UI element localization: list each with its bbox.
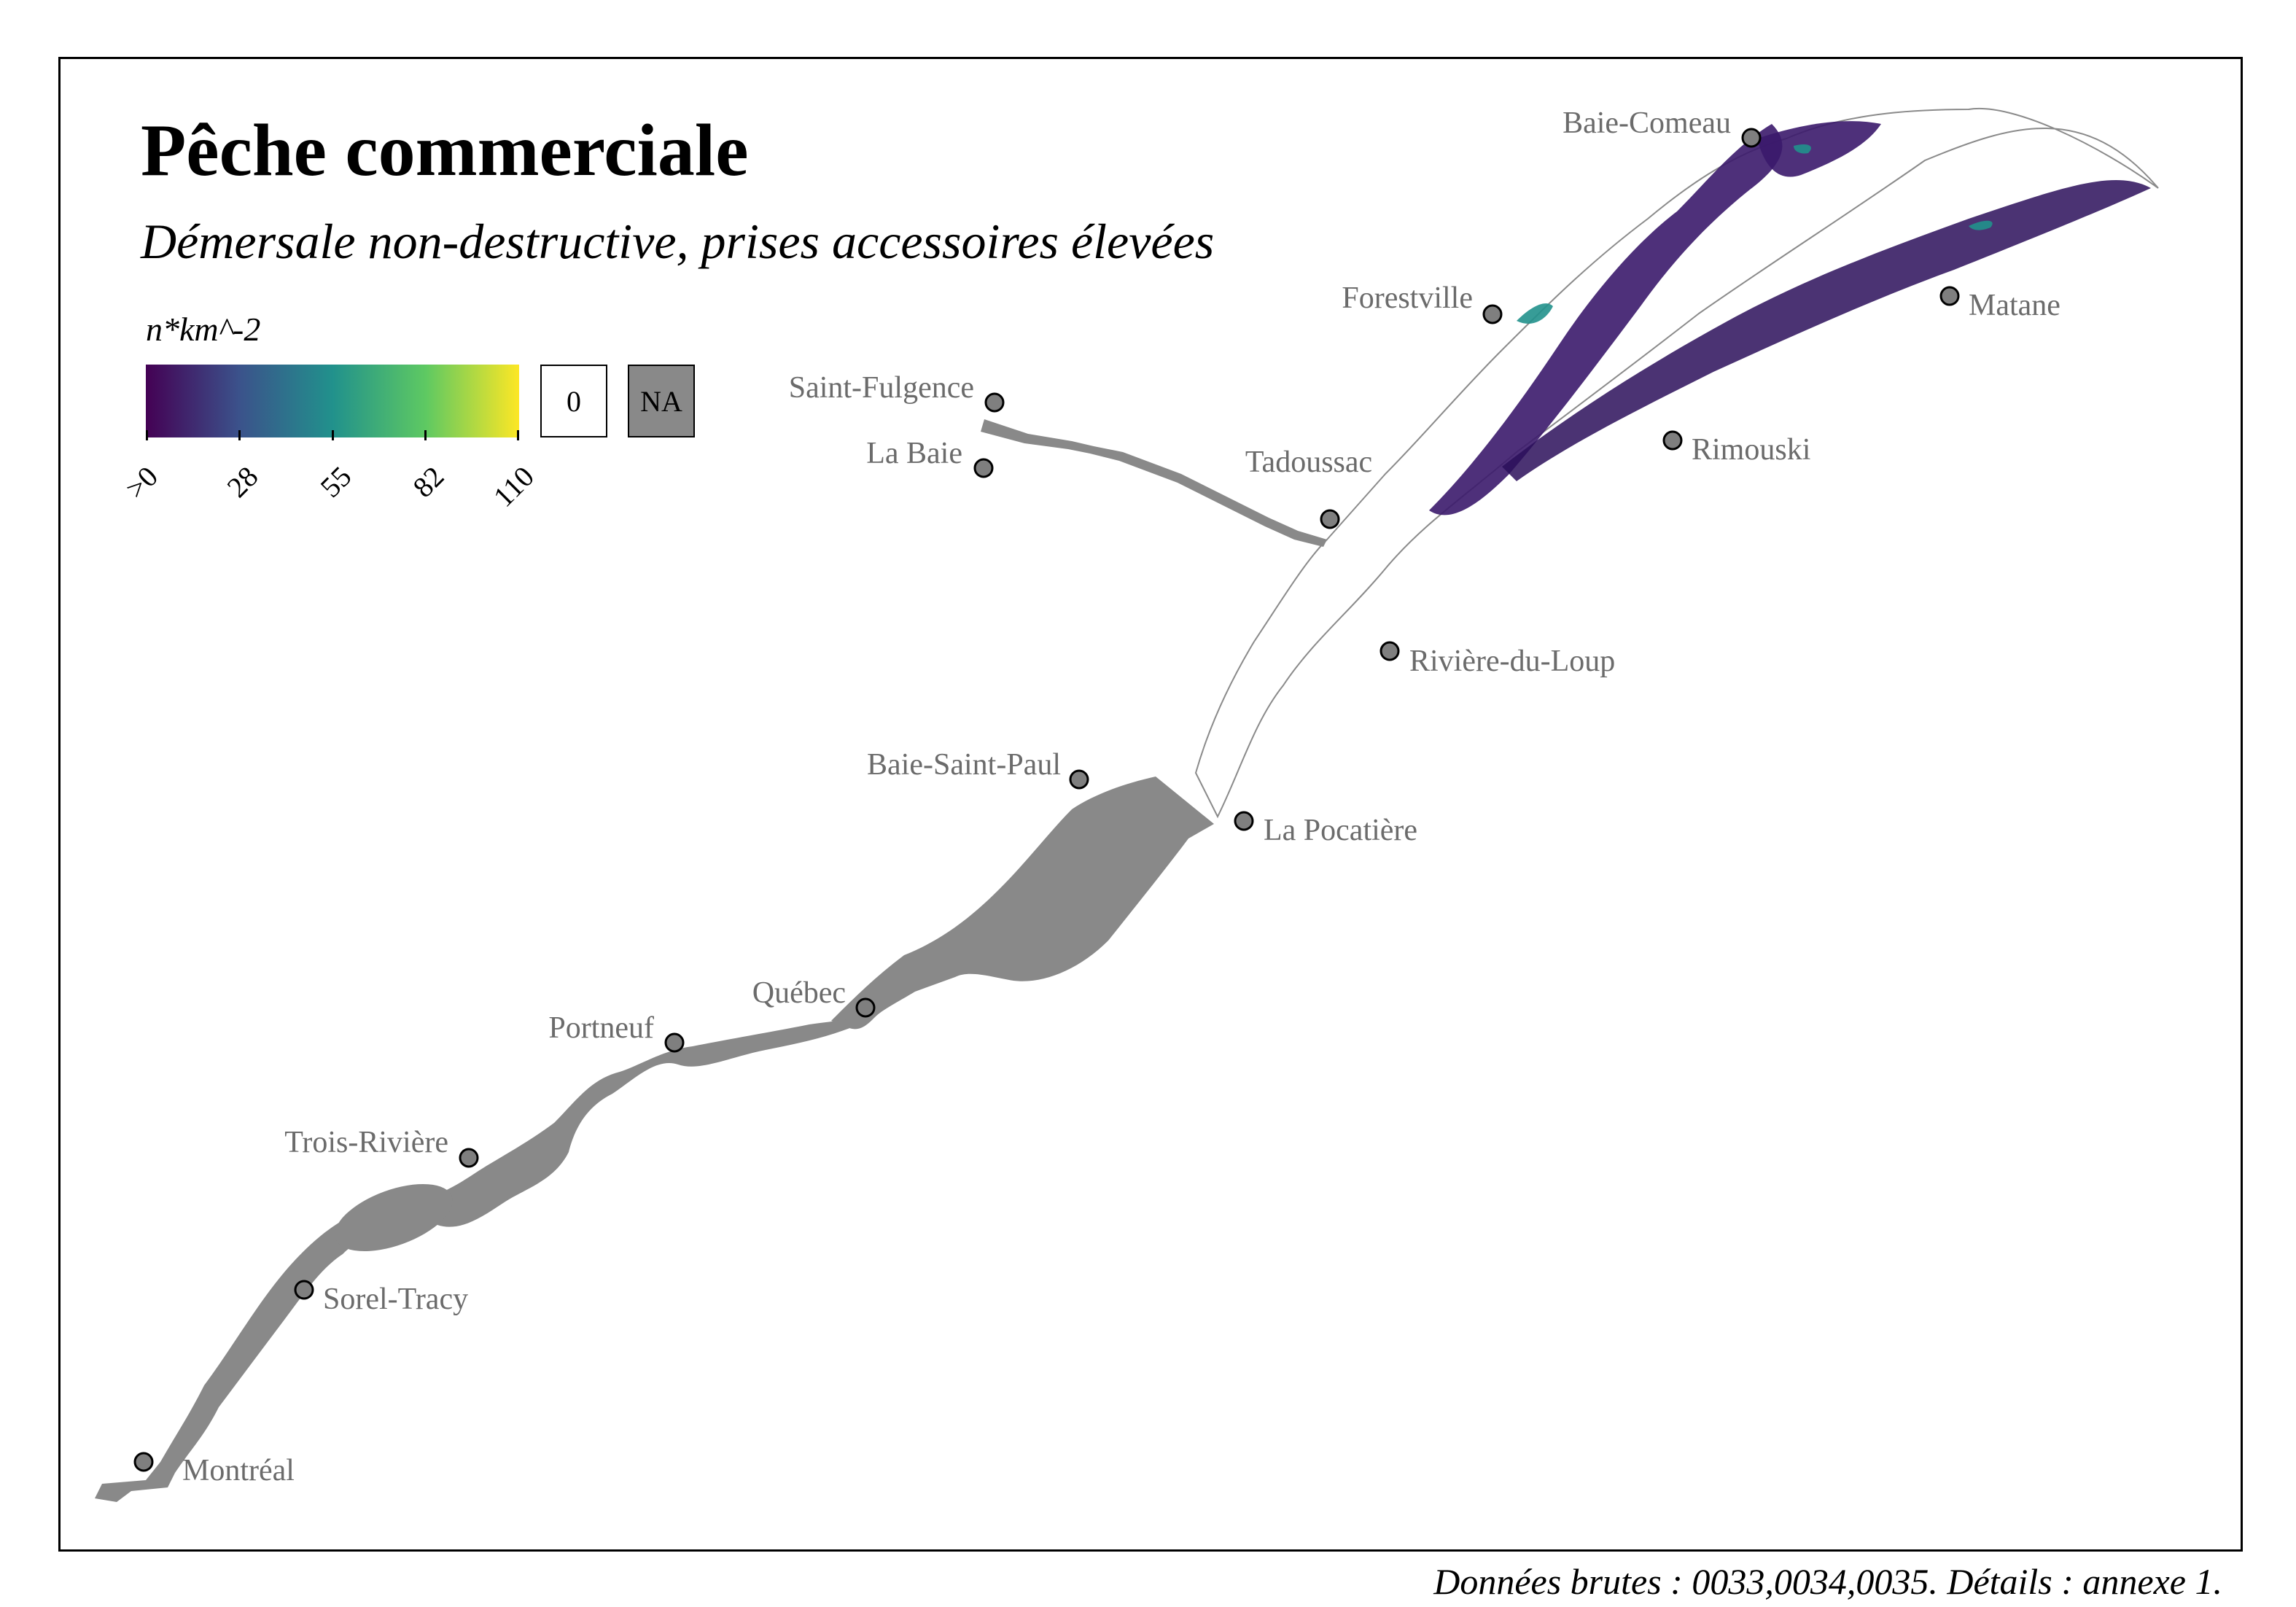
city-marker bbox=[973, 458, 994, 478]
city-label: Rimouski bbox=[1692, 433, 1810, 467]
saguenay-fjord bbox=[981, 419, 1327, 547]
density-band-central bbox=[1502, 180, 2151, 482]
legend-tick bbox=[517, 430, 519, 440]
city-la-baie: La Baie bbox=[866, 437, 994, 478]
city-rimouski: Rimouski bbox=[1662, 430, 1810, 467]
city-label: Baie-Comeau bbox=[1563, 106, 1731, 140]
city-riviere-du-loup: Rivière-du-Loup bbox=[1379, 641, 1615, 678]
city-marker bbox=[294, 1280, 314, 1300]
city-marker bbox=[1320, 509, 1340, 529]
city-marker bbox=[855, 997, 876, 1018]
city-baie-saint-paul: Baie-Saint-Paul bbox=[867, 748, 1089, 790]
city-marker bbox=[459, 1148, 479, 1168]
city-marker bbox=[1939, 286, 1960, 306]
city-montreal: Montréal bbox=[133, 1452, 295, 1487]
legend-na-swatch: NA bbox=[628, 365, 695, 437]
city-marker bbox=[1379, 641, 1400, 661]
city-label: Rivière-du-Loup bbox=[1409, 645, 1615, 678]
city-marker bbox=[1069, 769, 1089, 790]
city-tadoussac: Tadoussac bbox=[1245, 445, 1372, 529]
city-baie-comeau: Baie-Comeau bbox=[1563, 106, 1762, 148]
legend-zero-label: 0 bbox=[567, 384, 581, 418]
city-label: La Baie bbox=[866, 437, 962, 470]
city-label: Trois-Rivière bbox=[284, 1126, 448, 1159]
legend-colorbar bbox=[146, 365, 519, 437]
legend-na-label: NA bbox=[640, 384, 682, 418]
lac-saint-pierre bbox=[335, 1183, 453, 1252]
city-marker bbox=[133, 1452, 154, 1472]
city-matane: Matane bbox=[1939, 286, 2060, 322]
density-band-north bbox=[1429, 124, 1783, 515]
city-label: La Pocatière bbox=[1264, 814, 1417, 847]
st-lawrence-river bbox=[95, 1017, 875, 1502]
city-marker bbox=[1662, 430, 1683, 451]
city-trois-riviere: Trois-Rivière bbox=[284, 1126, 479, 1168]
city-quebec: Québec bbox=[752, 976, 876, 1018]
map-title: Pêche commerciale bbox=[141, 109, 749, 192]
legend-tick bbox=[424, 430, 427, 440]
legend-zero-swatch: 0 bbox=[540, 365, 607, 437]
city-label: Sorel-Tracy bbox=[323, 1283, 468, 1316]
city-label: Forestville bbox=[1342, 281, 1473, 315]
city-marker bbox=[984, 392, 1005, 413]
legend-tick bbox=[332, 430, 334, 440]
city-saint-fulgence: Saint-Fulgence bbox=[789, 371, 1005, 413]
city-label: Tadoussac bbox=[1245, 445, 1372, 479]
city-la-pocatiere: La Pocatière bbox=[1234, 811, 1417, 847]
data-source-caption: Données brutes : 0033,0034,0035. Détails… bbox=[1433, 1561, 2222, 1602]
city-label: Matane bbox=[1969, 289, 2060, 322]
upper-estuary-grey bbox=[831, 777, 1214, 1030]
city-marker bbox=[1482, 304, 1503, 324]
city-sorel-tracy: Sorel-Tracy bbox=[294, 1280, 468, 1316]
map-frame bbox=[58, 57, 2243, 1552]
density-band-top bbox=[1757, 121, 1881, 177]
city-marker bbox=[664, 1032, 685, 1053]
legend-tick bbox=[238, 430, 241, 440]
city-label: Baie-Saint-Paul bbox=[867, 748, 1061, 782]
map-subtitle: Démersale non-destructive, prises access… bbox=[141, 214, 1215, 269]
legend-tick bbox=[146, 430, 148, 440]
city-forestville: Forestville bbox=[1342, 281, 1503, 324]
legend-title: n*km^-2 bbox=[146, 311, 261, 348]
city-label: Québec bbox=[752, 976, 846, 1010]
city-marker bbox=[1234, 811, 1254, 831]
city-label: Portneuf bbox=[548, 1011, 654, 1045]
city-marker bbox=[1741, 128, 1762, 148]
city-label: Saint-Fulgence bbox=[789, 371, 974, 405]
city-portneuf: Portneuf bbox=[548, 1011, 685, 1053]
city-label: Montréal bbox=[182, 1454, 295, 1487]
